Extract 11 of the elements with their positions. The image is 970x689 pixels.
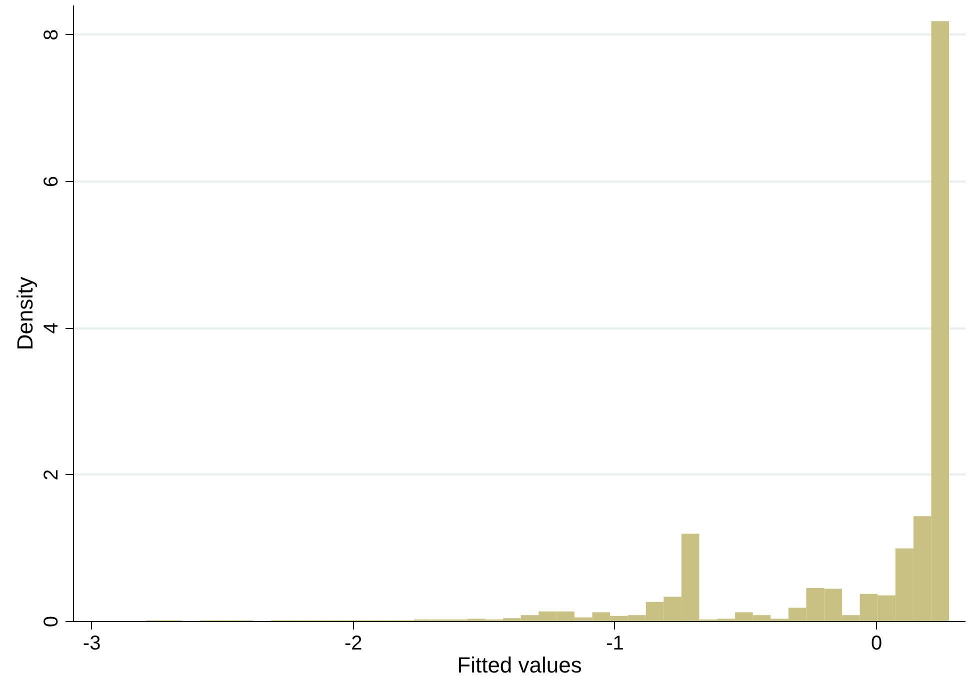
y-tick-label: 4: [40, 322, 62, 334]
x-axis-title: Fitted values: [457, 652, 582, 678]
y-tick-label: 6: [40, 176, 62, 188]
x-tick-label: -2: [344, 632, 362, 654]
y-tick-label: 0: [40, 616, 62, 628]
y-tick-label: 2: [40, 469, 62, 480]
y-axis-title: Density: [12, 276, 38, 350]
x-tick-label: 0: [871, 632, 882, 654]
x-tick-label: -3: [82, 632, 101, 654]
x-tick-label: -1: [606, 632, 624, 654]
y-tick-label: 8: [40, 29, 62, 40]
